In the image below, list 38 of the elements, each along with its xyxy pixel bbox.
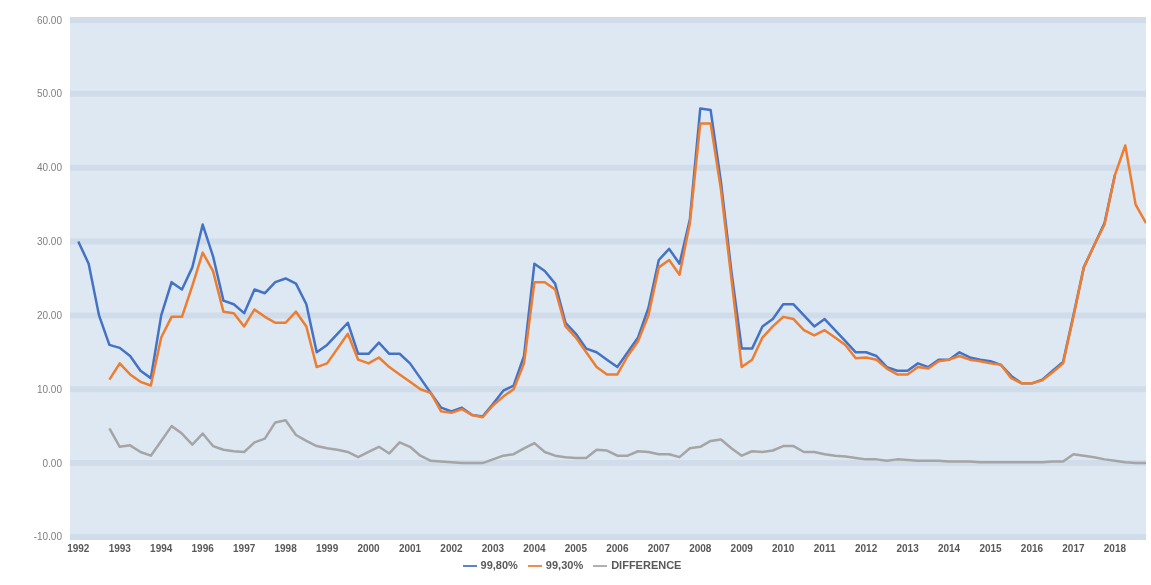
legend-label: 99,80%	[480, 558, 518, 571]
x-tick-label: 2002	[440, 543, 464, 555]
x-tick-label: 1996	[191, 543, 215, 555]
y-tick-label: 60.00	[36, 14, 63, 26]
x-tick-label: 2008	[689, 543, 712, 555]
y-tick-label: 30.00	[36, 236, 63, 248]
x-tick-label: 2001	[398, 543, 422, 555]
x-tick-label: 2003	[481, 543, 505, 555]
y-tick-label: 10.00	[36, 383, 63, 395]
y-tick-label: 50.00	[36, 88, 63, 100]
x-tick-label: 2009	[730, 543, 754, 555]
x-tick-label: 2014	[937, 543, 961, 555]
x-tick-label: 2011	[813, 543, 836, 555]
x-tick-label: 2006	[606, 543, 629, 555]
x-tick-label: 2000	[357, 543, 381, 555]
y-tick-label: 40.00	[36, 162, 63, 174]
x-tick-label: 2018	[1103, 543, 1127, 555]
x-tick-label: 1994	[150, 543, 173, 555]
x-tick-label: 2004	[523, 543, 546, 555]
x-tick-label: 1992	[67, 543, 90, 555]
line-series	[108, 418, 1146, 465]
y-tick-label: 0.00	[42, 457, 63, 469]
x-tick-label: 1993	[108, 543, 132, 555]
x-tick-label: 1998	[274, 543, 298, 555]
legend-label: 99,30%	[545, 558, 584, 571]
y-tick-label: 20.00	[36, 309, 63, 321]
x-tick-label: 1997	[233, 543, 256, 555]
x-tick-label: 1999	[315, 543, 339, 555]
x-tick-label: 2015	[979, 543, 1003, 555]
x-tick-label: 2017	[1062, 543, 1085, 555]
y-tick-label: -10.00	[33, 531, 63, 543]
x-tick-label: 2010	[772, 543, 795, 555]
x-tick-label: 2012	[854, 543, 878, 555]
x-tick-label: 2016	[1020, 543, 1044, 555]
legend-label: DIFFERENCE	[611, 558, 682, 571]
x-tick-label: 2007	[647, 543, 671, 555]
x-tick-label: 2005	[564, 543, 588, 555]
x-tick-label: 2013	[896, 543, 920, 555]
